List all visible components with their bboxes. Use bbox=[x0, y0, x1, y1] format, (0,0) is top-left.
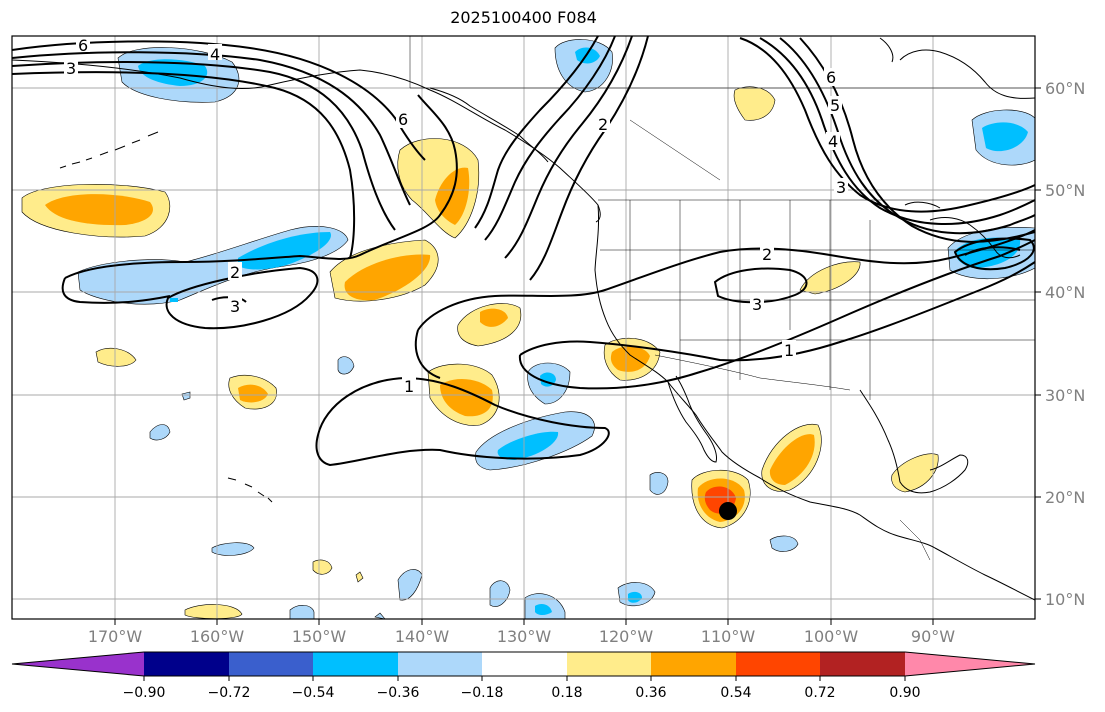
contour-labels: 6 3 4 2 3 6 1 2 2 3 1 6 5 4 bbox=[64, 36, 848, 396]
colorbar-low-extension bbox=[12, 652, 144, 676]
colorbar-segment bbox=[229, 652, 313, 676]
map-title: 2025100400 F084 bbox=[450, 8, 597, 27]
contour-label: 6 bbox=[826, 68, 836, 87]
colorbar-segment bbox=[567, 652, 651, 676]
colorbar-tick-label: 0.18 bbox=[551, 685, 582, 701]
colorbar-segment bbox=[651, 652, 736, 676]
contour-label: 4 bbox=[210, 45, 220, 64]
colorbar: −0.90 −0.72 −0.54 −0.36 −0.18 0.18 0.36 … bbox=[11, 651, 1036, 701]
contour-label: 5 bbox=[830, 96, 840, 115]
political-borders bbox=[409, 36, 1035, 561]
colorbar-tick-label: 0.72 bbox=[804, 685, 835, 701]
longitude-labels: 170°W 160°W 150°W 140°W 130°W 120°W 110°… bbox=[88, 627, 955, 646]
colorbar-segment bbox=[398, 652, 482, 676]
colorbar-segment bbox=[736, 652, 820, 676]
lon-label: 90°W bbox=[911, 627, 955, 646]
lon-label: 170°W bbox=[88, 627, 143, 646]
colorbar-tick-label: −0.72 bbox=[208, 685, 251, 701]
colorbar-segment bbox=[313, 652, 398, 676]
colorbar-tick-label: 0.36 bbox=[635, 685, 666, 701]
colorbar-tick-label: −0.18 bbox=[461, 685, 504, 701]
lat-label: 40°N bbox=[1045, 283, 1085, 302]
colorbar-segment bbox=[820, 652, 905, 676]
lat-label: 60°N bbox=[1045, 79, 1085, 98]
latitude-labels: 60°N 50°N 40°N 30°N 20°N 10°N bbox=[1045, 79, 1085, 609]
contour-label: 2 bbox=[598, 115, 608, 134]
contour-label: 3 bbox=[230, 297, 240, 316]
colorbar-tick-label: 0.90 bbox=[889, 685, 920, 701]
lon-label: 100°W bbox=[804, 627, 859, 646]
contour-label: 2 bbox=[230, 263, 240, 282]
colorbar-tick-label: −0.36 bbox=[377, 685, 420, 701]
lat-label: 20°N bbox=[1045, 488, 1085, 507]
lon-label: 150°W bbox=[292, 627, 347, 646]
colorbar-high-extension bbox=[905, 652, 1035, 676]
map-background bbox=[12, 36, 1035, 619]
lat-label: 30°N bbox=[1045, 386, 1085, 405]
colorbar-segment bbox=[482, 652, 567, 676]
colorbar-tick-label: −0.90 bbox=[123, 685, 166, 701]
contour-label: 1 bbox=[784, 341, 794, 360]
lon-label: 120°W bbox=[599, 627, 654, 646]
colorbar-tick-label: −0.54 bbox=[292, 685, 335, 701]
coastlines bbox=[12, 37, 1035, 601]
lon-label: 110°W bbox=[701, 627, 756, 646]
colorbar-tick-label: 0.54 bbox=[720, 685, 751, 701]
lat-label: 50°N bbox=[1045, 181, 1085, 200]
lon-label: 160°W bbox=[190, 627, 245, 646]
contour-label: 1 bbox=[404, 377, 414, 396]
contour-label: 3 bbox=[66, 59, 76, 78]
contour-label: 4 bbox=[828, 132, 838, 151]
contour-label: 6 bbox=[398, 110, 408, 129]
lon-label: 140°W bbox=[395, 627, 450, 646]
storm-position-marker bbox=[719, 502, 737, 520]
lat-label: 10°N bbox=[1045, 590, 1085, 609]
contour-label: 2 bbox=[762, 245, 772, 264]
latitude-ticks bbox=[1035, 87, 1041, 600]
colorbar-segment bbox=[144, 652, 229, 676]
contour-label: 3 bbox=[836, 178, 846, 197]
contour-label: 3 bbox=[752, 295, 762, 314]
longitude-ticks bbox=[114, 619, 934, 625]
contour-label: 6 bbox=[78, 36, 88, 55]
lon-label: 130°W bbox=[497, 627, 552, 646]
